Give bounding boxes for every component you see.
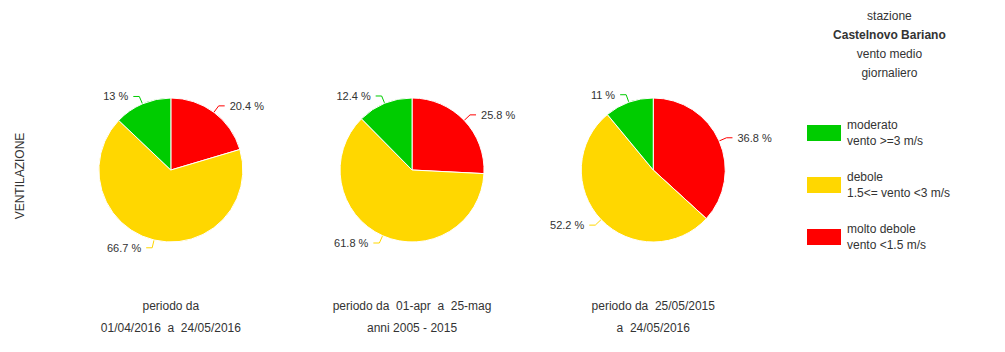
svg-text:periodo da: periodo da — [142, 299, 199, 313]
svg-text:52.2 %: 52.2 % — [550, 219, 584, 231]
svg-text:periodo da 25/05/2015: periodo da 25/05/2015 — [592, 299, 716, 313]
svg-text:1.5<= vento <3 m/s: 1.5<= vento <3 m/s — [847, 186, 950, 200]
svg-text:vento >=3 m/s: vento >=3 m/s — [847, 134, 923, 148]
svg-text:vento medio: vento medio — [857, 47, 923, 61]
svg-text:moderato: moderato — [847, 118, 898, 132]
svg-text:stazione: stazione — [867, 9, 912, 23]
svg-text:25.8 %: 25.8 % — [481, 109, 515, 121]
svg-text:11 %: 11 % — [591, 89, 615, 101]
svg-text:debole: debole — [847, 170, 883, 184]
svg-text:vento <1.5 m/s: vento <1.5 m/s — [847, 238, 926, 252]
svg-text:periodo da 01-apr a 25-mag: periodo da 01-apr a 25-mag — [333, 299, 492, 313]
svg-text:20.4 %: 20.4 % — [230, 100, 264, 112]
svg-text:36.8 %: 36.8 % — [737, 132, 771, 144]
svg-text:giornaliero: giornaliero — [861, 66, 917, 80]
svg-text:molto debole: molto debole — [847, 222, 916, 236]
svg-text:a 24/05/2016: a 24/05/2016 — [617, 321, 691, 335]
svg-text:61.8 %: 61.8 % — [334, 237, 368, 249]
svg-text:VENTILAZIONE: VENTILAZIONE — [13, 133, 27, 220]
svg-text:66.7 %: 66.7 % — [107, 242, 141, 254]
svg-text:12.4 %: 12.4 % — [336, 90, 370, 102]
svg-text:13 %: 13 % — [103, 90, 128, 102]
svg-text:Castelnovo Bariano: Castelnovo Bariano — [833, 28, 946, 42]
svg-text:01/04/2016 a 24/05/2016: 01/04/2016 a 24/05/2016 — [101, 321, 241, 335]
svg-text:anni 2005 - 2015: anni 2005 - 2015 — [367, 321, 457, 335]
